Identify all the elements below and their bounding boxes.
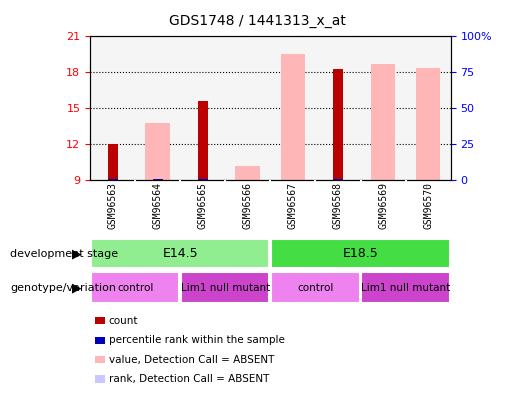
Bar: [198, 101, 208, 180]
Text: GSM96563: GSM96563: [108, 182, 117, 229]
Bar: [95, 356, 105, 363]
Text: ▶: ▶: [73, 281, 82, 294]
Bar: [95, 375, 105, 383]
Bar: [416, 68, 440, 180]
Text: GSM96566: GSM96566: [243, 182, 253, 229]
Bar: [325, 179, 350, 180]
Text: control: control: [297, 283, 334, 293]
Text: E14.5: E14.5: [162, 247, 198, 260]
Text: value, Detection Call = ABSENT: value, Detection Call = ABSENT: [109, 355, 274, 364]
Bar: [91, 239, 269, 268]
Bar: [153, 179, 163, 180]
Bar: [181, 272, 269, 303]
Text: GSM96569: GSM96569: [378, 182, 388, 229]
Bar: [333, 69, 343, 180]
Text: Lim1 null mutant: Lim1 null mutant: [361, 283, 450, 293]
Bar: [281, 54, 305, 180]
Text: Lim1 null mutant: Lim1 null mutant: [181, 283, 270, 293]
Text: percentile rank within the sample: percentile rank within the sample: [109, 335, 285, 345]
Bar: [271, 239, 450, 268]
Text: control: control: [117, 283, 153, 293]
Text: development stage: development stage: [10, 249, 118, 258]
Text: E18.5: E18.5: [342, 247, 379, 260]
Bar: [91, 272, 179, 303]
Text: ▶: ▶: [73, 247, 82, 260]
Text: GDS1748 / 1441313_x_at: GDS1748 / 1441313_x_at: [169, 14, 346, 28]
Text: count: count: [109, 316, 138, 326]
Bar: [271, 272, 359, 303]
Bar: [145, 123, 170, 180]
Bar: [371, 64, 396, 180]
Text: GSM96565: GSM96565: [198, 182, 208, 229]
Bar: [95, 337, 105, 344]
Bar: [362, 272, 450, 303]
Bar: [235, 166, 260, 180]
Text: GSM96570: GSM96570: [423, 182, 433, 229]
Bar: [108, 144, 117, 180]
Bar: [108, 179, 117, 180]
Bar: [235, 179, 260, 180]
Bar: [95, 317, 105, 324]
Text: GSM96564: GSM96564: [153, 182, 163, 229]
Text: genotype/variation: genotype/variation: [10, 283, 116, 293]
Bar: [198, 179, 208, 180]
Bar: [145, 179, 170, 180]
Bar: [333, 179, 343, 180]
Text: rank, Detection Call = ABSENT: rank, Detection Call = ABSENT: [109, 374, 269, 384]
Text: GSM96567: GSM96567: [288, 182, 298, 229]
Text: GSM96568: GSM96568: [333, 182, 343, 229]
